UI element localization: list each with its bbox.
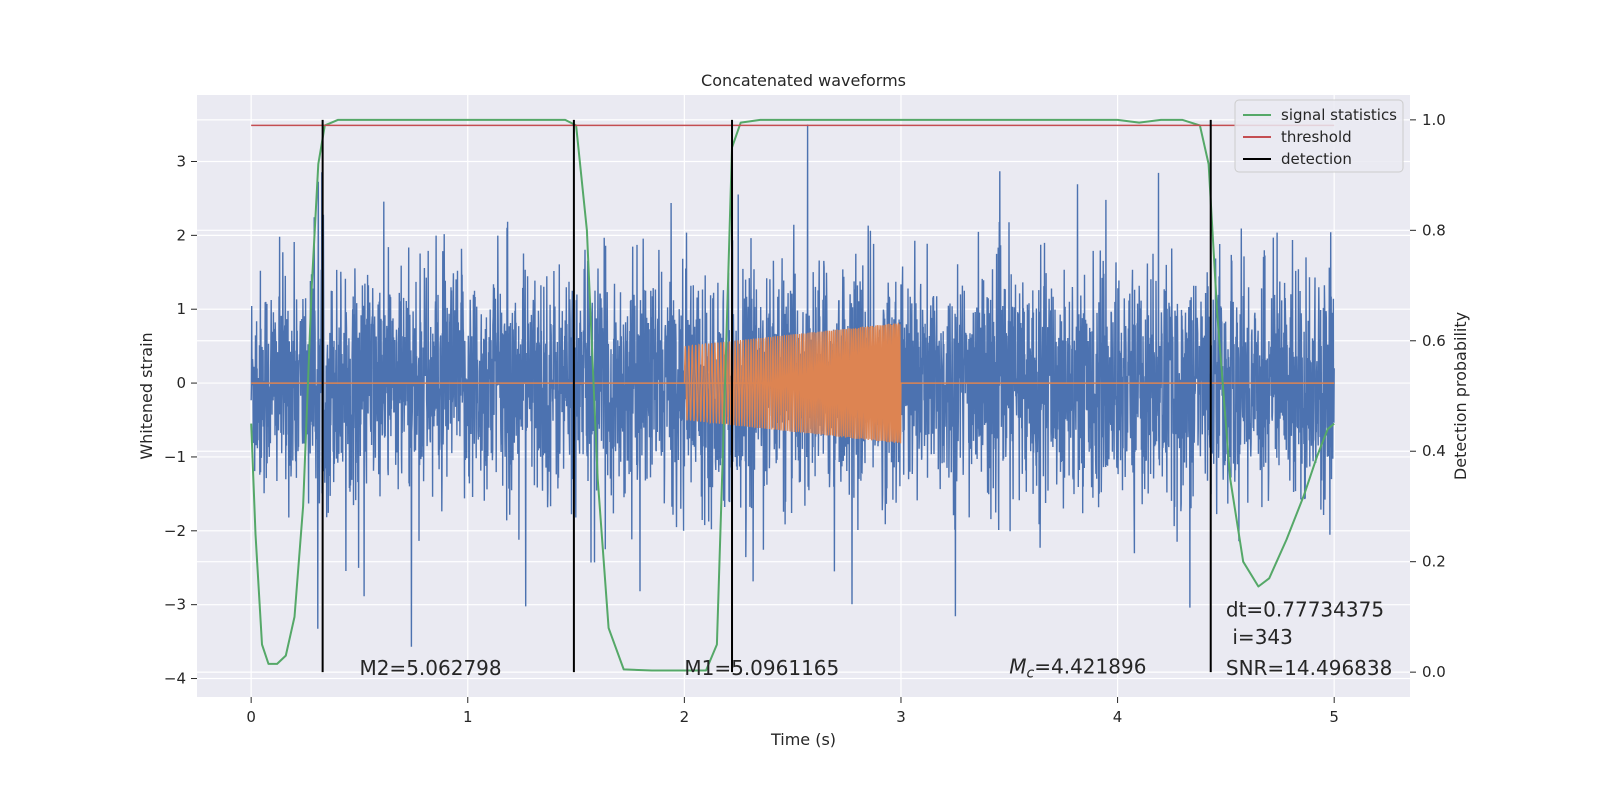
- y-tick-label: 1: [176, 300, 186, 318]
- plot-area: [250, 118, 1335, 673]
- annotation-mc-main: M: [1009, 654, 1026, 678]
- y-tick-label: −4: [164, 670, 186, 688]
- chart-title: Concatenated waveforms: [701, 71, 906, 90]
- y-tick-label: 3: [176, 152, 186, 170]
- y2-tick-label: 0.2: [1422, 553, 1446, 571]
- x-tick-label: 1: [463, 708, 473, 726]
- legend-box: [1234, 99, 1404, 173]
- annotation-2: Mc=4.421896: [1009, 654, 1146, 681]
- y-tick-label: −2: [164, 522, 186, 540]
- axes: 0 1 2 3 4 5 −4 −3 −2 −1 0 1 2 3 0.0 0.2 0.4 0.6 0.8 1.0: [164, 111, 1446, 726]
- y-tick-label: 2: [176, 226, 186, 244]
- y-tick-label: −1: [164, 448, 186, 466]
- legend-label: detection: [1281, 150, 1352, 168]
- x-tick-label: 2: [680, 708, 690, 726]
- annotation-5: SNR=14.496838: [1226, 656, 1392, 680]
- y2-tick-label: 0.6: [1422, 332, 1446, 350]
- y2-axis-label: Detection probability: [1451, 312, 1470, 480]
- y2-tick-label: 0.0: [1422, 663, 1446, 681]
- legend: signal statistics threshold detection: [1234, 99, 1404, 173]
- x-tick-label: 5: [1329, 708, 1339, 726]
- x-tick-label: 3: [896, 708, 906, 726]
- detection-lines: [321, 119, 1212, 673]
- annotations: M2=5.062798 M1=5.0961165 Mc=4.421896 dt=0.7…: [359, 597, 1392, 681]
- y-tick-label: −3: [164, 596, 186, 614]
- y-tick-label: 0: [176, 374, 186, 392]
- annotation-mc-sub: c: [1027, 665, 1035, 681]
- y2-tick-label: 0.4: [1422, 442, 1446, 460]
- annotation-4: i=343: [1232, 625, 1293, 649]
- x-axis-label: Time (s): [770, 730, 836, 749]
- legend-label: signal statistics: [1281, 106, 1397, 124]
- x-tick-label: 0: [246, 708, 256, 726]
- legend-label: threshold: [1281, 128, 1352, 146]
- annotation-0: M2=5.062798: [359, 656, 501, 680]
- y-axis-label: Whitened strain: [137, 332, 156, 459]
- annotation-mc-rest: =4.421896: [1034, 654, 1146, 678]
- y2-tick-label: 1.0: [1422, 111, 1446, 129]
- y2-tick-label: 0.8: [1422, 221, 1446, 239]
- series-signal-statistics-line: [250, 118, 1335, 672]
- x-tick-label: 4: [1113, 708, 1123, 726]
- annotation-1: M1=5.0961165: [684, 656, 839, 680]
- annotation-3: dt=0.77734375: [1226, 597, 1384, 621]
